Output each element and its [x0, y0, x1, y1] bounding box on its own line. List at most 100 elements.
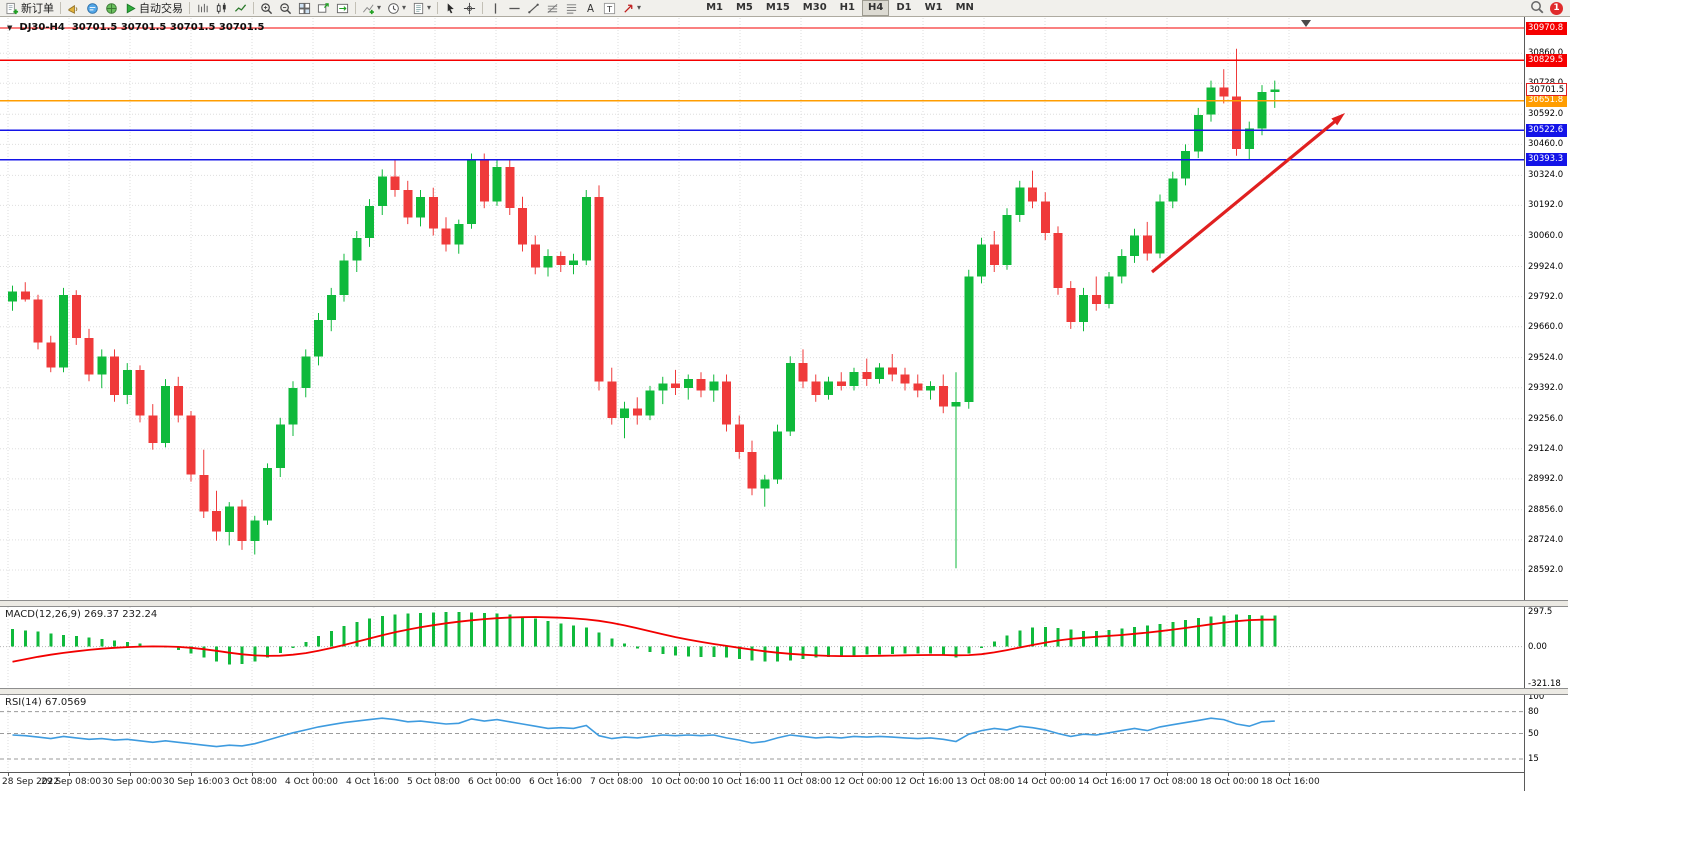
- bar-chart-button[interactable]: [193, 1, 212, 16]
- rsi-canvas[interactable]: [0, 695, 1524, 772]
- rsi-line: [12, 717, 1275, 748]
- arrows-button[interactable]: ▾: [619, 1, 644, 16]
- macd-histogram-bar: [1273, 615, 1277, 647]
- candle-body: [1257, 92, 1267, 129]
- macd-axis-label: 297.5: [1528, 607, 1553, 617]
- price-axis[interactable]: 30860.030728.030592.030460.030324.030192…: [1524, 17, 1569, 791]
- macd-histogram-bar: [967, 646, 971, 654]
- zoom-out-button[interactable]: [276, 1, 295, 16]
- crosshair-button[interactable]: [460, 1, 479, 16]
- macd-panel-splitter[interactable]: [0, 600, 1568, 607]
- macd-histogram-bar: [737, 646, 741, 659]
- candle-body: [1142, 235, 1152, 254]
- macd-histogram-bar: [1082, 630, 1085, 647]
- text-button[interactable]: A: [581, 1, 600, 16]
- price-axis-label: 30460.0: [1528, 139, 1564, 150]
- text-a-icon: A: [584, 2, 597, 15]
- macd-signal-line: [12, 616, 1275, 663]
- macd-histogram-bar: [113, 640, 116, 647]
- candle-body: [161, 385, 170, 443]
- track-icon: [336, 2, 349, 15]
- candle-body: [926, 385, 935, 391]
- candle-body: [887, 367, 897, 375]
- play-icon: [124, 2, 137, 15]
- candle-body: [1270, 89, 1280, 92]
- candle-body: [632, 408, 642, 416]
- search-icon[interactable]: [1530, 0, 1544, 18]
- line-chart-button[interactable]: [231, 1, 250, 16]
- timeframe-h4[interactable]: H4: [861, 0, 890, 16]
- rsi-panel-splitter[interactable]: [0, 688, 1568, 695]
- timeframe-d1[interactable]: D1: [896, 2, 912, 13]
- candle-body: [301, 356, 311, 389]
- time-axis[interactable]: 28 Sep 2022 29 Sep 08:00 30 Sep 00:00 30 Se…: [0, 772, 1569, 791]
- candle-body: [518, 208, 527, 245]
- vline-button[interactable]: [486, 1, 505, 16]
- zoom-in-button[interactable]: [257, 1, 276, 16]
- macd-histogram-bar: [597, 632, 601, 647]
- cursor-button[interactable]: [441, 1, 460, 16]
- autotrade-button[interactable]: 自动交易: [121, 1, 186, 16]
- chat-button[interactable]: [83, 1, 102, 16]
- timeframe-mn[interactable]: MN: [955, 2, 974, 13]
- candle-body: [275, 424, 285, 468]
- timeframe-w1[interactable]: W1: [924, 2, 943, 13]
- flines-button[interactable]: [562, 1, 581, 16]
- macd-histogram-bar: [1005, 635, 1009, 647]
- macd-histogram-bar: [36, 631, 40, 647]
- macd-histogram-bar: [903, 646, 907, 654]
- timeframe-m30[interactable]: M30: [802, 2, 827, 13]
- new-order-button[interactable]: 新订单: [3, 1, 57, 16]
- trend-arrow-head: [1331, 113, 1345, 126]
- macd-histogram-bar: [635, 646, 639, 649]
- label-button[interactable]: T: [600, 1, 619, 16]
- collapse-triangle-icon[interactable]: ▼: [7, 23, 13, 32]
- macd-histogram-bar: [1235, 614, 1238, 647]
- time-axis-tick: [130, 773, 131, 776]
- macd-histogram-bar: [368, 618, 371, 647]
- macd-histogram-bar: [686, 646, 690, 657]
- time-axis-label: 12 Oct 00:00: [834, 777, 893, 787]
- timeframe-m5[interactable]: M5: [735, 2, 753, 13]
- community-button[interactable]: [102, 1, 121, 16]
- macd-histogram-bar: [393, 614, 397, 647]
- macd-histogram-bar: [572, 625, 575, 647]
- candle-body: [1053, 233, 1063, 288]
- timeframe-h1[interactable]: H1: [839, 2, 855, 13]
- candle-body: [365, 205, 374, 238]
- macd-histogram-bar: [317, 636, 320, 647]
- charts-megaphone-button[interactable]: [64, 1, 83, 16]
- candle-body: [760, 479, 770, 489]
- trendline-button[interactable]: [524, 1, 543, 16]
- macd-histogram-bar: [890, 646, 894, 654]
- periods-button[interactable]: ▾: [384, 1, 409, 16]
- rsi-axis-label: 50: [1528, 728, 1539, 739]
- candle-chart-button[interactable]: [212, 1, 231, 16]
- macd-histogram-bar: [253, 646, 257, 662]
- templates-button[interactable]: ▾: [409, 1, 434, 16]
- arrange-windows-button[interactable]: [314, 1, 333, 16]
- candle-body: [492, 167, 502, 202]
- candle-body: [1168, 178, 1178, 202]
- macd-canvas[interactable]: [0, 607, 1524, 688]
- notification-badge[interactable]: 1: [1550, 1, 1563, 15]
- timeframe-m1[interactable]: M1: [706, 2, 723, 13]
- timeframe-m15[interactable]: M15: [765, 2, 790, 13]
- rsi-axis-label: 80: [1528, 706, 1539, 717]
- hline-button[interactable]: [505, 1, 524, 16]
- track-chart-button[interactable]: [333, 1, 352, 16]
- candle-body: [913, 383, 923, 391]
- hline-price-tag: 30393.3: [1526, 153, 1567, 167]
- tile-windows-button[interactable]: [295, 1, 314, 16]
- price-chart-canvas[interactable]: [0, 18, 1524, 600]
- indicators-button[interactable]: ▾: [359, 1, 384, 16]
- macd-histogram-bar: [62, 635, 65, 647]
- macd-histogram-bar: [266, 646, 269, 658]
- macd-histogram-bar: [291, 646, 295, 648]
- hline-price-tag: 30522.6: [1526, 123, 1567, 137]
- fibo-button[interactable]: [543, 1, 562, 16]
- rsi-axis-label: 15: [1528, 754, 1539, 764]
- macd-histogram-bar: [712, 646, 716, 658]
- candle-body: [326, 294, 336, 320]
